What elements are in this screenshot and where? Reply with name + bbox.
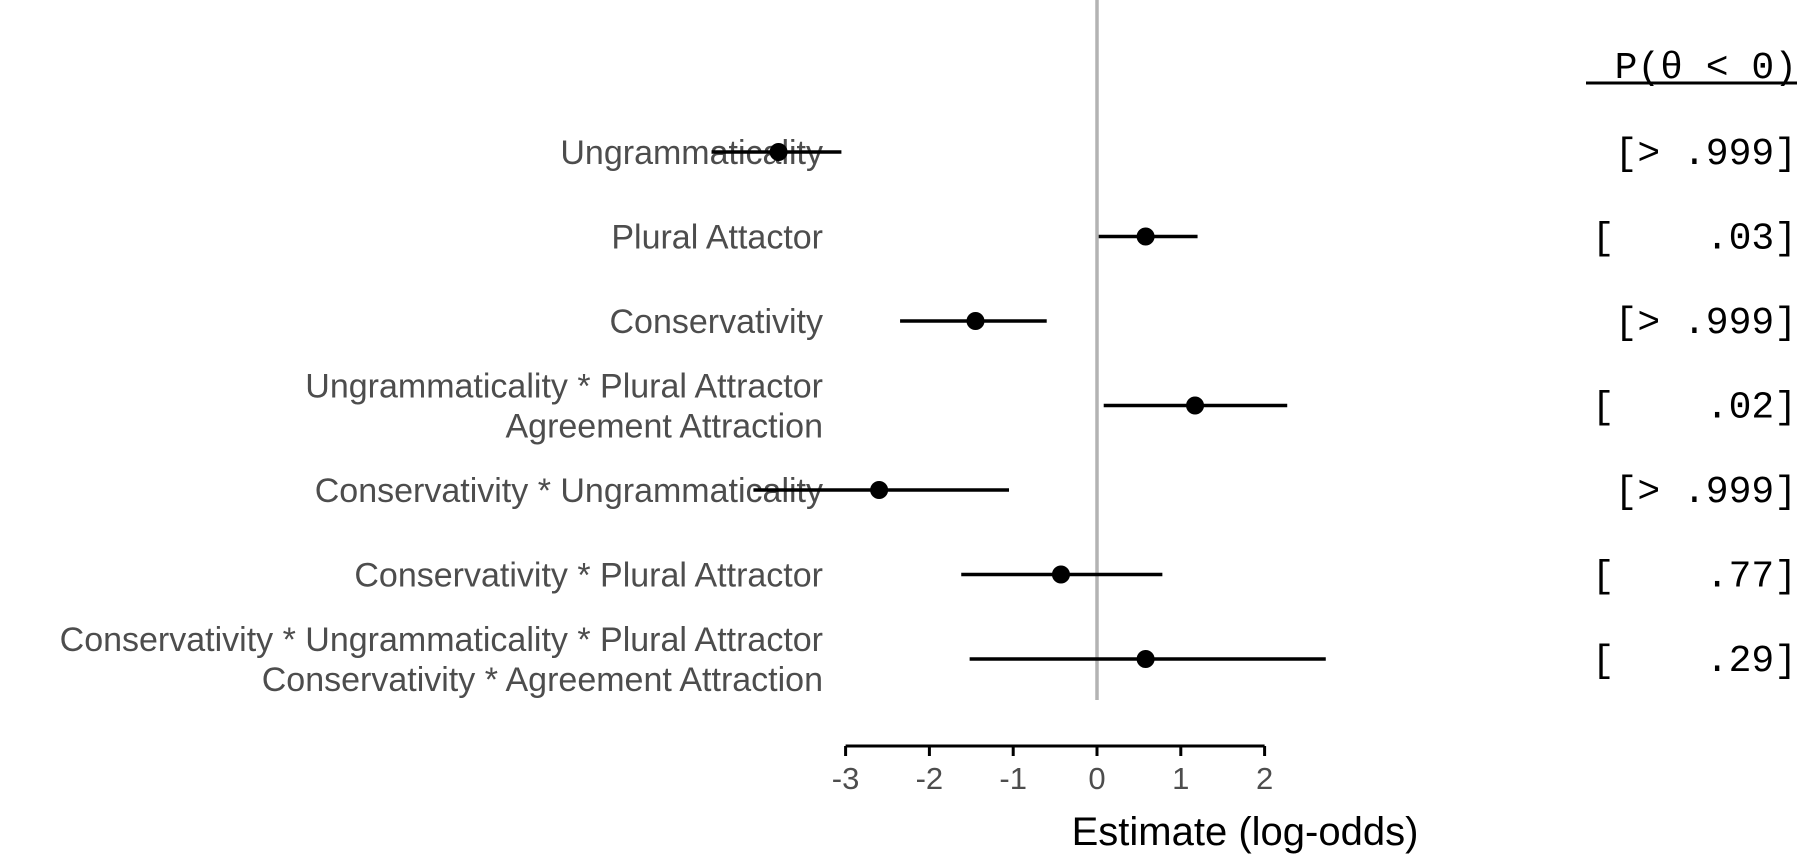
prob-value: [ .29]	[1592, 640, 1797, 683]
x-tick-label: -2	[916, 761, 944, 796]
x-axis-title: Estimate (log-odds)	[1072, 810, 1419, 854]
row-label: Conservativity * Plural Attractor	[354, 557, 823, 595]
point-estimate	[1186, 396, 1205, 415]
x-tick-label: 0	[1088, 761, 1105, 796]
row-3: Conservativity [> .999]	[609, 302, 1797, 345]
prob-value: [ .03]	[1592, 218, 1797, 261]
row-2: Plural Attactor [ .03]	[611, 218, 1797, 261]
prob-value: [ .77]	[1592, 556, 1797, 599]
row-label: Conservativity * Ungrammaticality * Plur…	[60, 621, 823, 659]
point-estimate	[1136, 227, 1155, 246]
x-tick-label: 2	[1256, 761, 1273, 796]
x-tick-label: -3	[832, 761, 860, 796]
prob-value: [> .999]	[1615, 302, 1797, 345]
point-estimate	[1051, 565, 1070, 584]
point-estimate	[966, 312, 985, 330]
x-tick-label: -1	[999, 761, 1027, 796]
point-estimate	[769, 143, 788, 161]
row-6: Conservativity * Plural Attractor [ .77]	[354, 556, 1797, 599]
row-label: Conservativity	[609, 303, 823, 341]
row-5: Conservativity * Ungrammaticality [> .999…	[315, 471, 1797, 514]
point-estimate	[870, 481, 889, 499]
prob-value: [> .999]	[1615, 133, 1797, 176]
row-7: Conservativity * Ungrammaticality * Plur…	[60, 621, 1797, 699]
x-tick-label: 1	[1172, 761, 1189, 796]
prob-value: [> .999]	[1615, 471, 1797, 514]
row-label: Agreement Attraction	[505, 408, 823, 446]
row-label: Plural Attactor	[611, 219, 823, 257]
point-estimate	[1136, 650, 1155, 668]
row-4: Ungrammaticality * Plural AttractorAgree…	[305, 368, 1797, 446]
row-1: Ungrammaticality [> .999]	[560, 133, 1797, 176]
prob-value: [ .02]	[1592, 387, 1797, 430]
row-label: Ungrammaticality * Plural Attractor	[305, 368, 823, 406]
row-label: Conservativity * Agreement Attraction	[262, 661, 823, 699]
row-label: Conservativity * Ungrammaticality	[315, 472, 823, 510]
